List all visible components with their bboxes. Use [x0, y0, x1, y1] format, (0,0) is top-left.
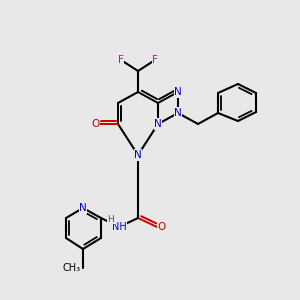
Text: N: N [79, 203, 87, 213]
Text: N: N [134, 150, 142, 160]
Text: F: F [118, 55, 124, 65]
Text: O: O [158, 222, 166, 232]
Text: H: H [108, 214, 114, 224]
Text: N: N [174, 108, 182, 118]
Text: N: N [154, 119, 162, 129]
Text: O: O [91, 119, 99, 129]
Text: F: F [152, 55, 158, 65]
Text: N: N [174, 87, 182, 97]
Text: CH₃: CH₃ [63, 263, 81, 273]
Text: NH: NH [112, 222, 126, 232]
